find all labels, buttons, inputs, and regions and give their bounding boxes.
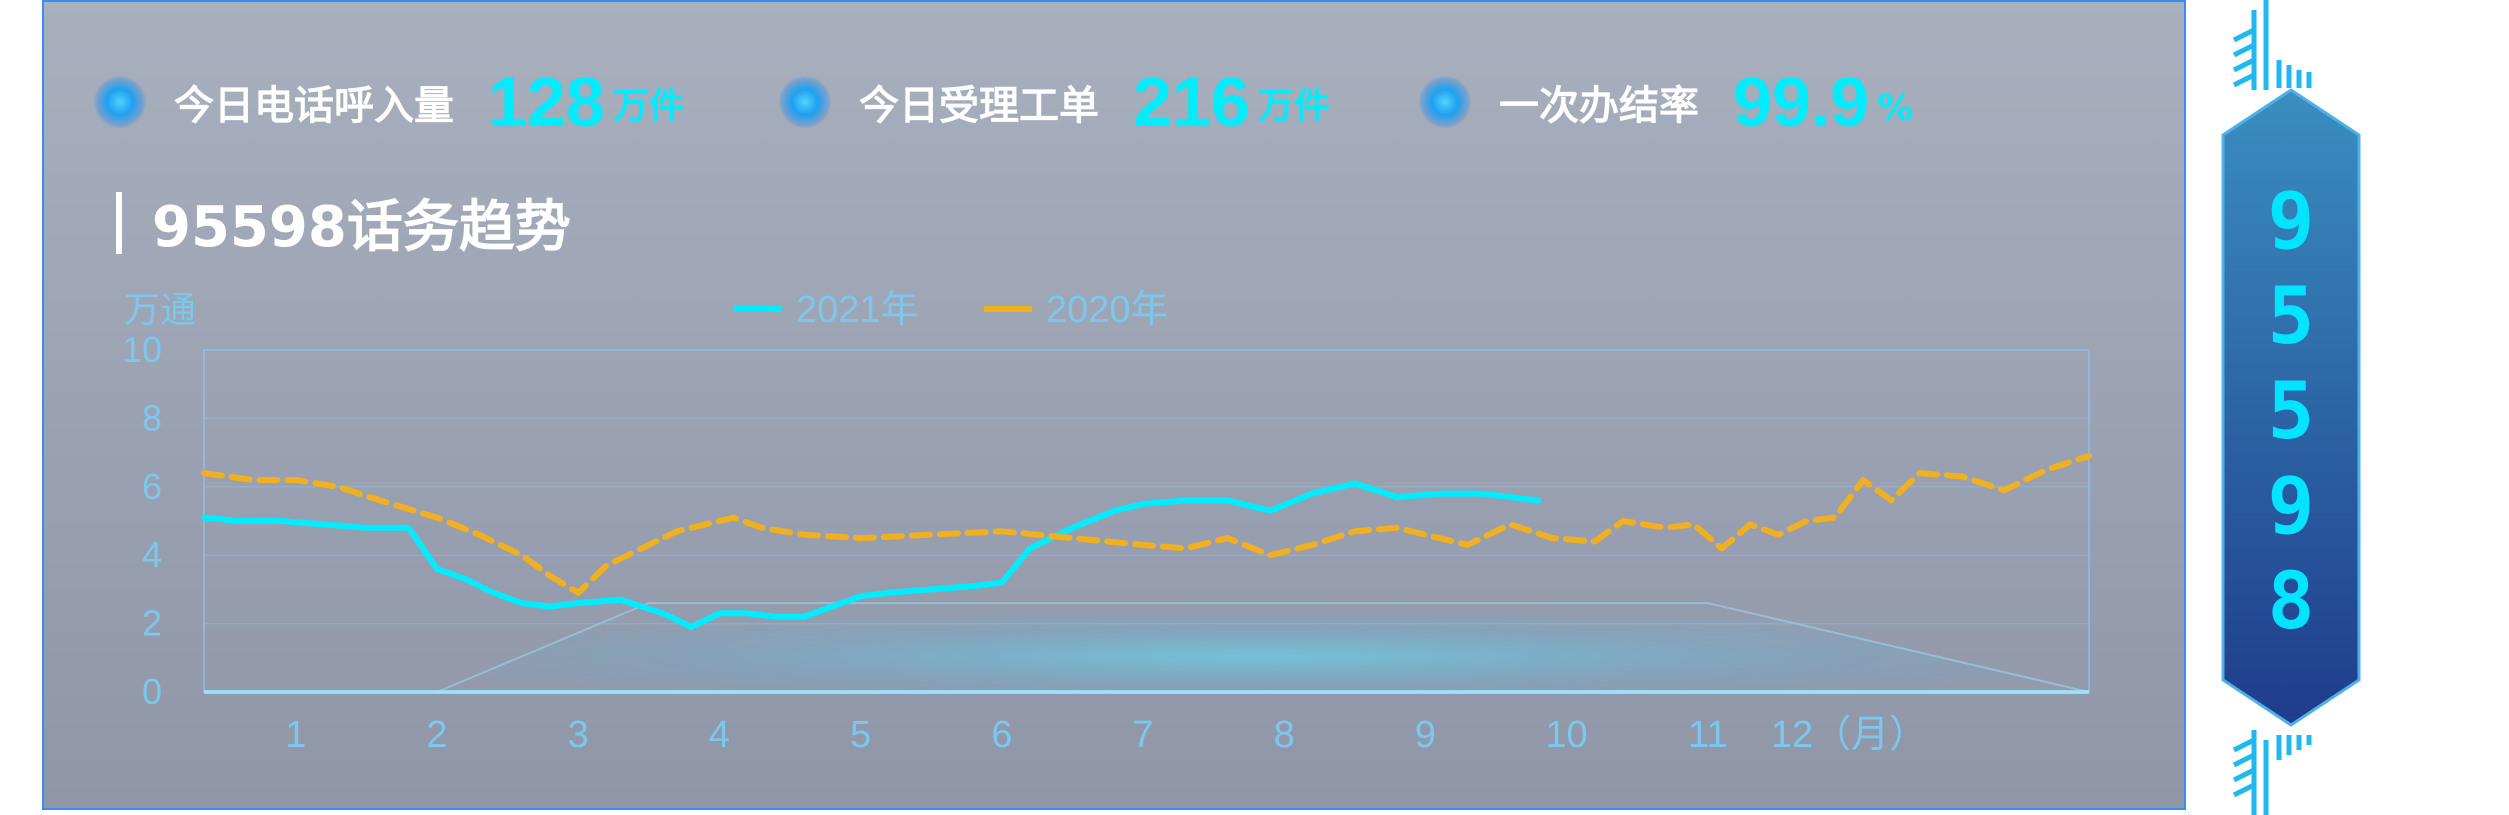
side-digit: 9 bbox=[2268, 177, 2315, 267]
stat-label: 今日电话呼入量 bbox=[174, 83, 454, 129]
y-tick-label: 6 bbox=[142, 466, 162, 507]
side-digit: 9 bbox=[2268, 462, 2315, 552]
legend-label: 2020年 bbox=[1046, 289, 1169, 331]
y-axis-label: 万通 bbox=[124, 290, 196, 331]
circuit-decoration-top bbox=[2232, 0, 2312, 90]
stat-tickets: 今日受理工单 216 万件 bbox=[779, 57, 1330, 147]
x-tick-label: 3 bbox=[568, 714, 589, 756]
x-tick-label: 1 bbox=[285, 714, 306, 756]
stat-unit: % bbox=[1877, 88, 1914, 129]
x-tick-label: 4 bbox=[709, 714, 730, 756]
x-tick-label: 6 bbox=[991, 714, 1012, 756]
stat-label: 一次办结率 bbox=[1499, 83, 1699, 129]
x-tick-label: 12（月） bbox=[1771, 714, 1927, 756]
x-tick-label: 7 bbox=[1132, 714, 1153, 756]
side-digit: 5 bbox=[2268, 367, 2315, 457]
section-title-text: 95598话务趋势 bbox=[152, 195, 571, 260]
x-tick-label: 5 bbox=[850, 714, 871, 756]
stat-label: 今日受理工单 bbox=[859, 83, 1099, 129]
stat-unit: 万件 bbox=[612, 86, 685, 127]
glow-dot-icon bbox=[94, 76, 146, 128]
series-line-2021 bbox=[201, 480, 1542, 630]
y-tick-label: 10 bbox=[122, 329, 162, 370]
x-tick-label: 11 bbox=[1688, 714, 1727, 756]
trend-chart: 10 8 6 4 2 0 1 2 3 4 5 6 7 8 9 10 11 12（月） 万通 2021年 2020年 bbox=[122, 289, 2092, 756]
x-tick-label: 2 bbox=[426, 714, 447, 756]
y-tick-label: 0 bbox=[142, 671, 162, 712]
series-line-2020 bbox=[201, 453, 2092, 596]
y-tick-label: 4 bbox=[142, 534, 162, 575]
stat-value: 216 bbox=[1133, 63, 1250, 141]
y-tick-label: 8 bbox=[142, 397, 162, 438]
x-tick-label: 10 bbox=[1545, 714, 1587, 756]
x-tick-label: 9 bbox=[1415, 714, 1436, 756]
floor-plane bbox=[436, 602, 2090, 693]
section-title: 95598话务趋势 bbox=[116, 182, 571, 263]
side-digit: 5 bbox=[2268, 272, 2315, 362]
y-tick-label: 2 bbox=[142, 603, 162, 644]
glow-dot-icon bbox=[1419, 76, 1471, 128]
stat-unit: 万件 bbox=[1257, 86, 1330, 127]
circuit-decoration-bottom bbox=[2232, 730, 2312, 815]
stat-calls: 今日电话呼入量 128 万件 bbox=[94, 57, 685, 147]
hexagon-frame bbox=[2221, 88, 2361, 727]
stat-resolution-rate: 一次办结率 99.9 % bbox=[1419, 57, 1913, 147]
glow-dot-icon bbox=[779, 76, 831, 128]
dashboard-panel: 今日电话呼入量 128 万件 今日受理工单 216 万件 一次办结率 99.9 … bbox=[42, 0, 2186, 810]
side-banner: 95598 bbox=[2221, 0, 2361, 815]
legend-label: 2021年 bbox=[796, 289, 919, 331]
title-bar bbox=[116, 191, 122, 254]
stat-value: 99.9 bbox=[1733, 63, 1870, 141]
side-digit: 8 bbox=[2268, 557, 2315, 647]
x-tick-label: 8 bbox=[1274, 714, 1295, 756]
stat-value: 128 bbox=[488, 63, 605, 141]
